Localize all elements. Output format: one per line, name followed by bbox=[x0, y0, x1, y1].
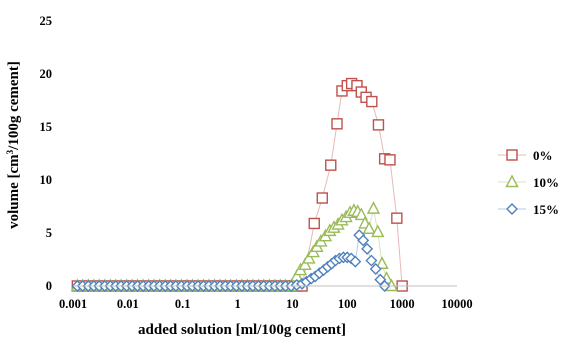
legend-item: 0% bbox=[498, 148, 553, 163]
data-point bbox=[298, 257, 312, 270]
x-tick-label: 1000 bbox=[390, 297, 415, 311]
legend-marker bbox=[505, 174, 519, 188]
x-tick-label: 0.1 bbox=[175, 297, 191, 311]
data-point bbox=[375, 256, 389, 269]
data-point bbox=[384, 154, 396, 166]
series-markers bbox=[70, 77, 408, 292]
data-point bbox=[366, 95, 378, 108]
data-point bbox=[365, 254, 378, 267]
y-axis-title-sup: 3 bbox=[5, 149, 15, 154]
data-point bbox=[331, 118, 343, 130]
y-tick-label: 20 bbox=[40, 67, 53, 81]
legend-label: 0% bbox=[533, 148, 553, 163]
legend-item: 15% bbox=[498, 202, 559, 217]
data-point bbox=[361, 242, 374, 255]
x-tick-label: 100 bbox=[338, 297, 357, 311]
data-point bbox=[349, 255, 362, 268]
y-tick-label: 10 bbox=[40, 173, 53, 187]
y-tick-label: 0 bbox=[46, 279, 52, 293]
legend-label: 10% bbox=[533, 175, 559, 190]
x-tick-label: 1 bbox=[234, 297, 240, 311]
data-point bbox=[354, 207, 368, 221]
legend-marker bbox=[506, 149, 518, 161]
data-point bbox=[391, 212, 403, 224]
data-point bbox=[362, 221, 376, 234]
data-point bbox=[372, 119, 385, 131]
data-point bbox=[302, 250, 316, 264]
x-tick-label: 0.001 bbox=[59, 297, 87, 311]
data-point bbox=[371, 224, 385, 238]
x-tick-label: 0.01 bbox=[117, 297, 139, 311]
y-tick-labels: 0 5 10 15 20 25 bbox=[40, 14, 53, 293]
data-point bbox=[369, 263, 382, 276]
data-point bbox=[316, 192, 328, 204]
data-point bbox=[308, 217, 320, 230]
data-point bbox=[366, 201, 381, 214]
data-point bbox=[325, 159, 337, 171]
series-points-1 bbox=[70, 201, 399, 292]
x-tick-labels: 0.001 0.01 0.1 1 10 100 1000 10000 bbox=[59, 297, 473, 311]
legend-marker bbox=[506, 203, 518, 215]
legend-item: 10% bbox=[498, 174, 559, 190]
x-axis-title: added solution [ml/100g cement] bbox=[138, 322, 346, 338]
legend-label: 15% bbox=[533, 202, 559, 217]
series-points-2 bbox=[71, 229, 391, 292]
y-tick-label: 15 bbox=[40, 120, 53, 134]
y-axis-title: volume [cm3/100g cement] bbox=[5, 61, 22, 229]
legend: 0% 10% 15% bbox=[498, 148, 559, 217]
x-tick-label: 10000 bbox=[441, 297, 472, 311]
y-tick-label: 25 bbox=[40, 14, 53, 28]
x-tick-label: 10 bbox=[286, 297, 299, 311]
y-tick-label: 5 bbox=[46, 226, 52, 240]
y-axis-title-suffix: /100g cement] bbox=[6, 61, 22, 151]
data-point bbox=[357, 234, 370, 247]
y-axis-title-prefix: volume [cm bbox=[6, 154, 22, 229]
